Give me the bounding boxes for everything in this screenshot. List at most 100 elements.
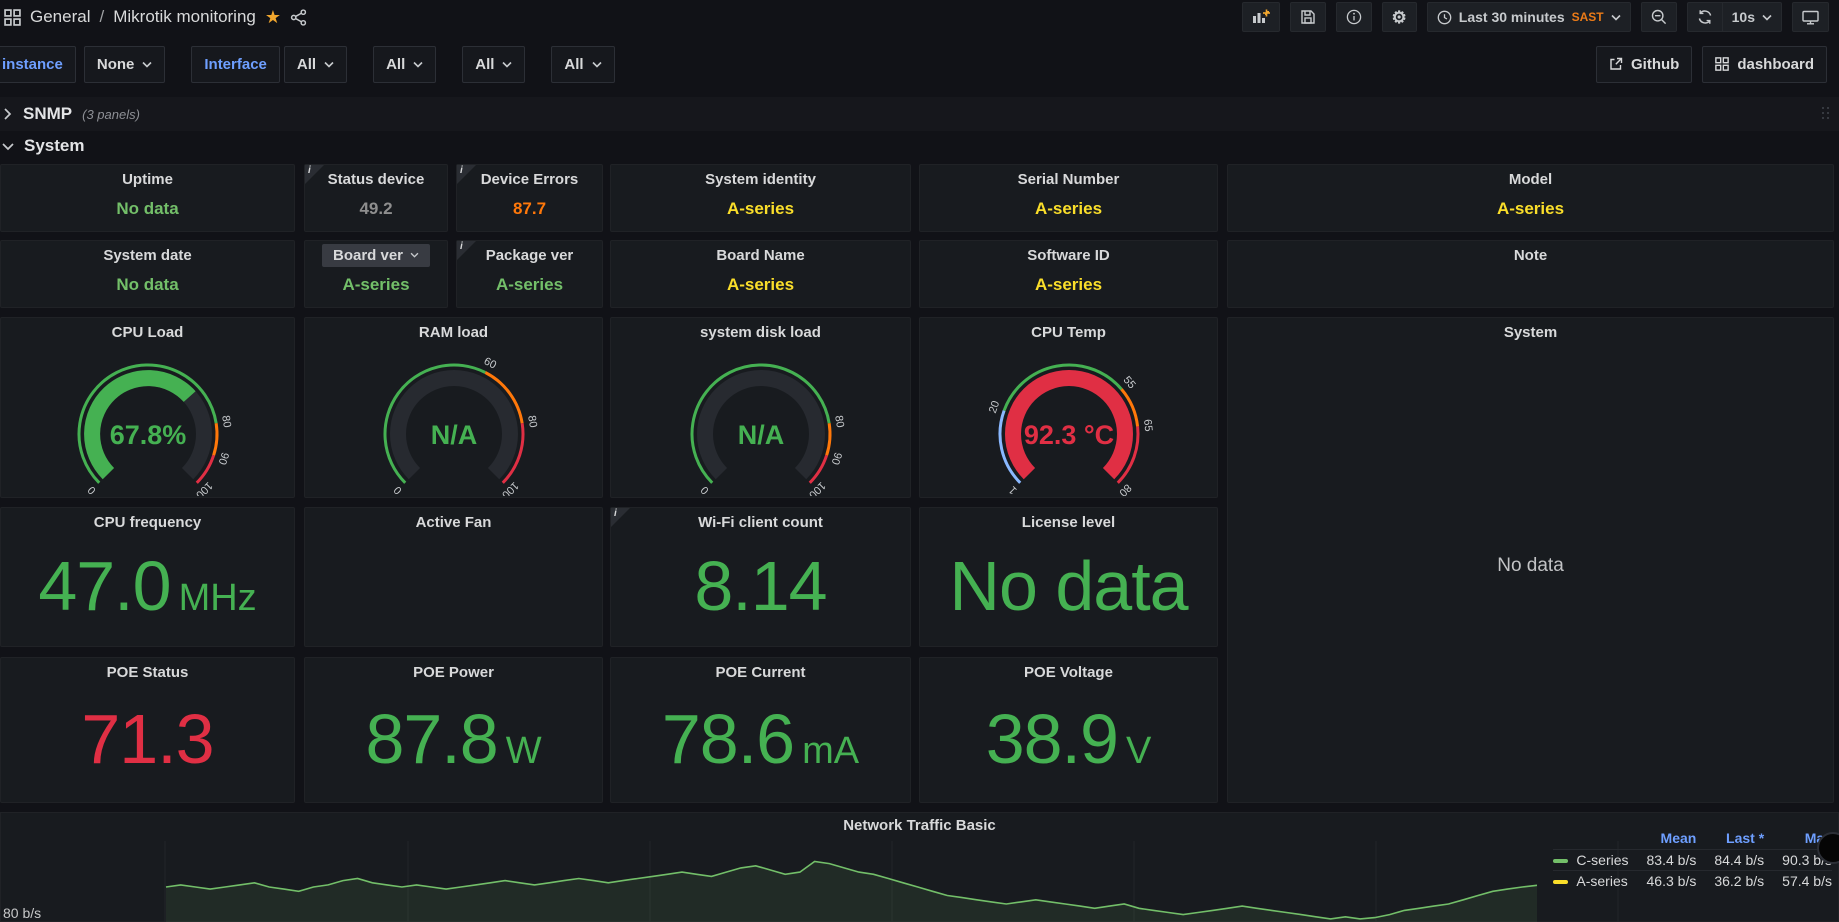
share-icon[interactable]	[290, 8, 307, 26]
panel-title-menu[interactable]: Board ver	[305, 241, 447, 269]
panel-board-ver: Board ver A-series	[304, 240, 448, 308]
panel-title[interactable]: System date	[103, 246, 192, 264]
info-corner-icon[interactable]: i	[457, 165, 476, 184]
row-snmp-panel-count: (3 panels)	[82, 106, 140, 122]
variable-select-2[interactable]: All	[373, 45, 437, 83]
cycle-view-mode-button[interactable]	[1792, 2, 1829, 32]
svg-text:80: 80	[832, 415, 846, 429]
refresh-button[interactable]	[1686, 2, 1722, 32]
panel-title[interactable]: Network Traffic Basic	[843, 816, 996, 834]
row-snmp[interactable]: SNMP (3 panels)	[0, 97, 1839, 131]
series-color-swatch	[1553, 880, 1569, 885]
legend-series-toggle[interactable]: C-series	[1553, 849, 1629, 871]
panel-model: Model A-series	[1227, 164, 1834, 232]
info-corner-icon[interactable]: i	[457, 241, 476, 260]
refresh-interval-label: 10s	[1731, 9, 1755, 25]
panel-title[interactable]: System identity	[705, 170, 816, 188]
stat-unit: MHz	[178, 577, 257, 619]
stat-value: 78.6	[661, 700, 795, 778]
svg-text:67.8%: 67.8%	[109, 420, 186, 450]
row-system[interactable]: System	[0, 133, 1839, 159]
add-panel-button[interactable]	[1241, 2, 1280, 32]
svg-text:55: 55	[1120, 374, 1137, 391]
panel-value: No data	[116, 275, 179, 294]
svg-text:0: 0	[698, 484, 711, 496]
panel-title[interactable]: Note	[1513, 246, 1548, 264]
chart-legend: Mean Last * Max C-series 83.4 b/s 84.4 b…	[1553, 829, 1832, 891]
chevron-down-icon	[324, 61, 334, 68]
panel-title[interactable]: POE Current	[715, 663, 806, 681]
stat-value: 47.0	[38, 547, 171, 625]
floating-bubble[interactable]	[1817, 832, 1839, 864]
row-snmp-title: SNMP	[23, 104, 73, 123]
zoom-out-time-button[interactable]	[1640, 2, 1677, 32]
panel-title[interactable]: POE Voltage	[1024, 663, 1113, 681]
series-max: 57.4 b/s	[1764, 870, 1832, 891]
panel-title[interactable]: CPU Temp	[1031, 323, 1106, 341]
breadcrumb-dashboard-title[interactable]: Mikrotik monitoring	[113, 7, 256, 26]
panel-title[interactable]: Serial Number	[1017, 170, 1120, 188]
panel-title[interactable]: RAM load	[418, 323, 489, 341]
panel-title[interactable]: Wi-Fi client count	[698, 513, 823, 531]
svg-text:0: 0	[391, 484, 404, 496]
series-name: C-series	[1576, 852, 1629, 868]
variable-label-interface[interactable]: Interface	[191, 45, 280, 83]
panel-poe-power: POE Power 87.8 W	[304, 657, 603, 803]
dashboards-grid-icon[interactable]	[4, 8, 21, 26]
panel-device-errors: i Device Errors 87.7	[456, 164, 603, 232]
legend-series-toggle[interactable]: A-series	[1553, 870, 1629, 891]
variable-select-3[interactable]: All	[462, 45, 526, 83]
dashboard-grid-icon	[1715, 57, 1730, 71]
info-corner-icon[interactable]: i	[611, 508, 630, 527]
save-dashboard-button[interactable]	[1289, 2, 1326, 32]
panel-title[interactable]: Uptime	[122, 170, 173, 188]
panel-value: A-series	[1034, 275, 1103, 294]
panel-title[interactable]: System	[1503, 323, 1558, 341]
dashboard-settings-button[interactable]: ⚙	[1381, 2, 1417, 32]
panel-software-id: Software ID A-series	[919, 240, 1218, 308]
panel-title[interactable]: Status device	[327, 170, 425, 188]
panel-title[interactable]: License level	[1021, 513, 1116, 531]
variable-2-value: All	[386, 55, 406, 73]
variable-select-instance[interactable]: None	[83, 45, 166, 83]
panel-title[interactable]: POE Power	[413, 663, 494, 681]
no-data-text: No data	[1497, 555, 1564, 576]
stat-value: No data	[949, 547, 1188, 625]
panel-title[interactable]: Board Name	[716, 246, 805, 264]
panel-title[interactable]: Package ver	[485, 246, 574, 264]
legend-column-mean[interactable]: Mean	[1660, 830, 1697, 846]
panel-title[interactable]: POE Status	[106, 663, 189, 681]
stat-unit: mA	[802, 730, 860, 772]
info-corner-icon[interactable]: i	[305, 165, 324, 184]
panel-title[interactable]: Model	[1508, 170, 1553, 188]
series-color-swatch	[1553, 859, 1569, 864]
template-variables: instance None Interface All All All All	[0, 45, 615, 83]
github-link-button[interactable]: Github	[1595, 45, 1693, 83]
svg-text:80: 80	[219, 415, 233, 429]
legend-column-last[interactable]: Last *	[1726, 830, 1765, 846]
variable-select-4[interactable]: All	[551, 45, 615, 83]
panel-value: A-series	[495, 275, 564, 294]
variable-4-value: All	[564, 55, 584, 73]
variable-interface-value: All	[296, 55, 317, 73]
breadcrumb-folder[interactable]: General	[30, 7, 91, 26]
variable-label-instance[interactable]: instance	[0, 45, 76, 83]
panel-title[interactable]: CPU frequency	[93, 513, 202, 531]
stat-value: 87.8	[365, 700, 498, 778]
panel-title[interactable]: Device Errors	[480, 170, 579, 188]
favorite-star-icon[interactable]: ★	[264, 7, 282, 27]
panel-title[interactable]: system disk load	[700, 323, 821, 341]
dashboard-info-button[interactable]	[1335, 2, 1372, 32]
panel-system-big: System No data	[1227, 317, 1834, 803]
panel-poe-status: POE Status 71.3	[0, 657, 295, 803]
variable-select-interface[interactable]: All	[283, 45, 348, 83]
row-drag-handle[interactable]	[1822, 106, 1831, 122]
chevron-down-icon	[1611, 14, 1621, 21]
dashboard-link-button[interactable]: dashboard	[1702, 45, 1827, 83]
panel-title[interactable]: CPU Load	[111, 323, 184, 341]
panel-title[interactable]: Active Fan	[415, 513, 492, 531]
panel-title[interactable]: Software ID	[1027, 246, 1110, 264]
refresh-interval-select[interactable]: 10s	[1721, 2, 1782, 32]
legend-row-a-series: A-series 46.3 b/s 36.2 b/s 57.4 b/s	[1553, 870, 1832, 891]
time-range-picker[interactable]: Last 30 minutes SAST	[1426, 2, 1631, 32]
